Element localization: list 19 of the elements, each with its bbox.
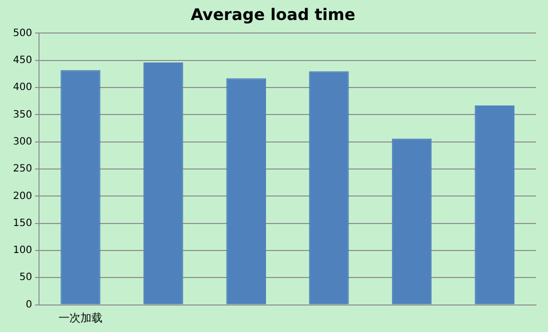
- y-tick-label: 200: [12, 190, 32, 202]
- y-tick-label: 450: [12, 54, 32, 66]
- y-tick-label: 300: [12, 136, 32, 148]
- y-tick-label: 500: [12, 28, 32, 39]
- chart-title: Average load time: [190, 4, 356, 24]
- y-tick-label: 250: [12, 164, 32, 175]
- x-tick-label: 一次加载: [58, 311, 102, 324]
- y-tick-label: 0: [26, 299, 32, 310]
- y-tick-label: 50: [19, 272, 32, 284]
- y-tick-label: 150: [12, 218, 32, 229]
- bar: [474, 105, 514, 304]
- bar: [226, 78, 266, 304]
- y-tick-label: 350: [12, 109, 32, 120]
- bar: [309, 71, 349, 304]
- y-tick-label: 100: [12, 245, 32, 256]
- y-tick-label: 400: [12, 82, 32, 94]
- bar: [392, 138, 432, 304]
- bar: [60, 70, 100, 304]
- bar: [143, 62, 184, 304]
